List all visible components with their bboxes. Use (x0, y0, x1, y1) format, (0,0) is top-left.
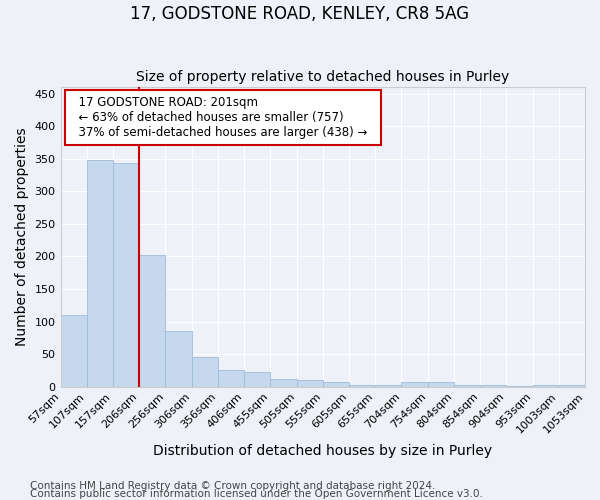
X-axis label: Distribution of detached houses by size in Purley: Distribution of detached houses by size … (153, 444, 493, 458)
Bar (191, 356, 218, 386)
Title: Size of property relative to detached houses in Purley: Size of property relative to detached ho… (136, 70, 509, 85)
Text: 17 GODSTONE ROAD: 201sqm  
  ← 63% of detached houses are smaller (757)  
  37% : 17 GODSTONE ROAD: 201sqm ← 63% of detach… (71, 96, 375, 139)
Text: 17, GODSTONE ROAD, KENLEY, CR8 5AG: 17, GODSTONE ROAD, KENLEY, CR8 5AG (130, 5, 470, 23)
Bar (454, 384, 480, 386)
Bar (271, 380, 296, 386)
Bar (166, 332, 191, 386)
Bar (218, 370, 244, 386)
Bar (296, 380, 323, 386)
Bar (139, 255, 166, 386)
Bar (113, 164, 139, 386)
Bar (323, 382, 349, 386)
Bar (244, 372, 271, 386)
Bar (428, 382, 454, 386)
Bar (87, 160, 113, 386)
Text: Contains public sector information licensed under the Open Government Licence v3: Contains public sector information licen… (30, 489, 483, 499)
Y-axis label: Number of detached properties: Number of detached properties (15, 128, 29, 346)
Bar (61, 315, 87, 386)
Bar (401, 382, 428, 386)
Text: Contains HM Land Registry data © Crown copyright and database right 2024.: Contains HM Land Registry data © Crown c… (30, 481, 436, 491)
